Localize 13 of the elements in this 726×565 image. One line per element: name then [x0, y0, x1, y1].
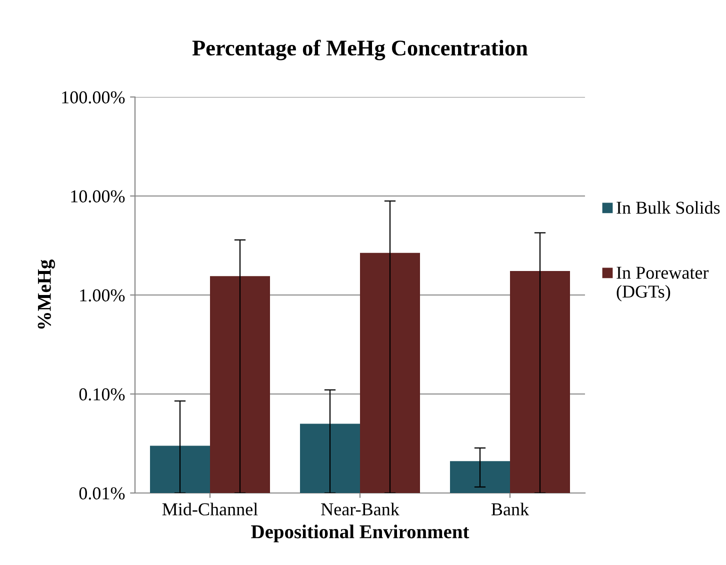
- chart-title: Percentage of MeHg Concentration: [192, 40, 528, 60]
- legend-label: In Porewater (DGTs): [616, 266, 709, 302]
- y-tick-label: 0.01%: [79, 487, 125, 500]
- x-axis-title: Depositional Environment: [251, 524, 470, 542]
- y-tick-label: 10.00%: [71, 190, 125, 203]
- x-tick-label: Mid-Channel: [162, 502, 258, 516]
- x-tick-label: Bank: [491, 502, 530, 516]
- x-tick-label: Near-Bank: [321, 502, 400, 516]
- legend-label: In Bulk Solids: [616, 201, 720, 214]
- y-axis-title: %MeHg: [38, 260, 56, 329]
- y-tick-label: 100.00%: [62, 91, 125, 104]
- y-tick-label: 1.00%: [80, 289, 125, 302]
- y-tick-label: 0.10%: [79, 388, 125, 401]
